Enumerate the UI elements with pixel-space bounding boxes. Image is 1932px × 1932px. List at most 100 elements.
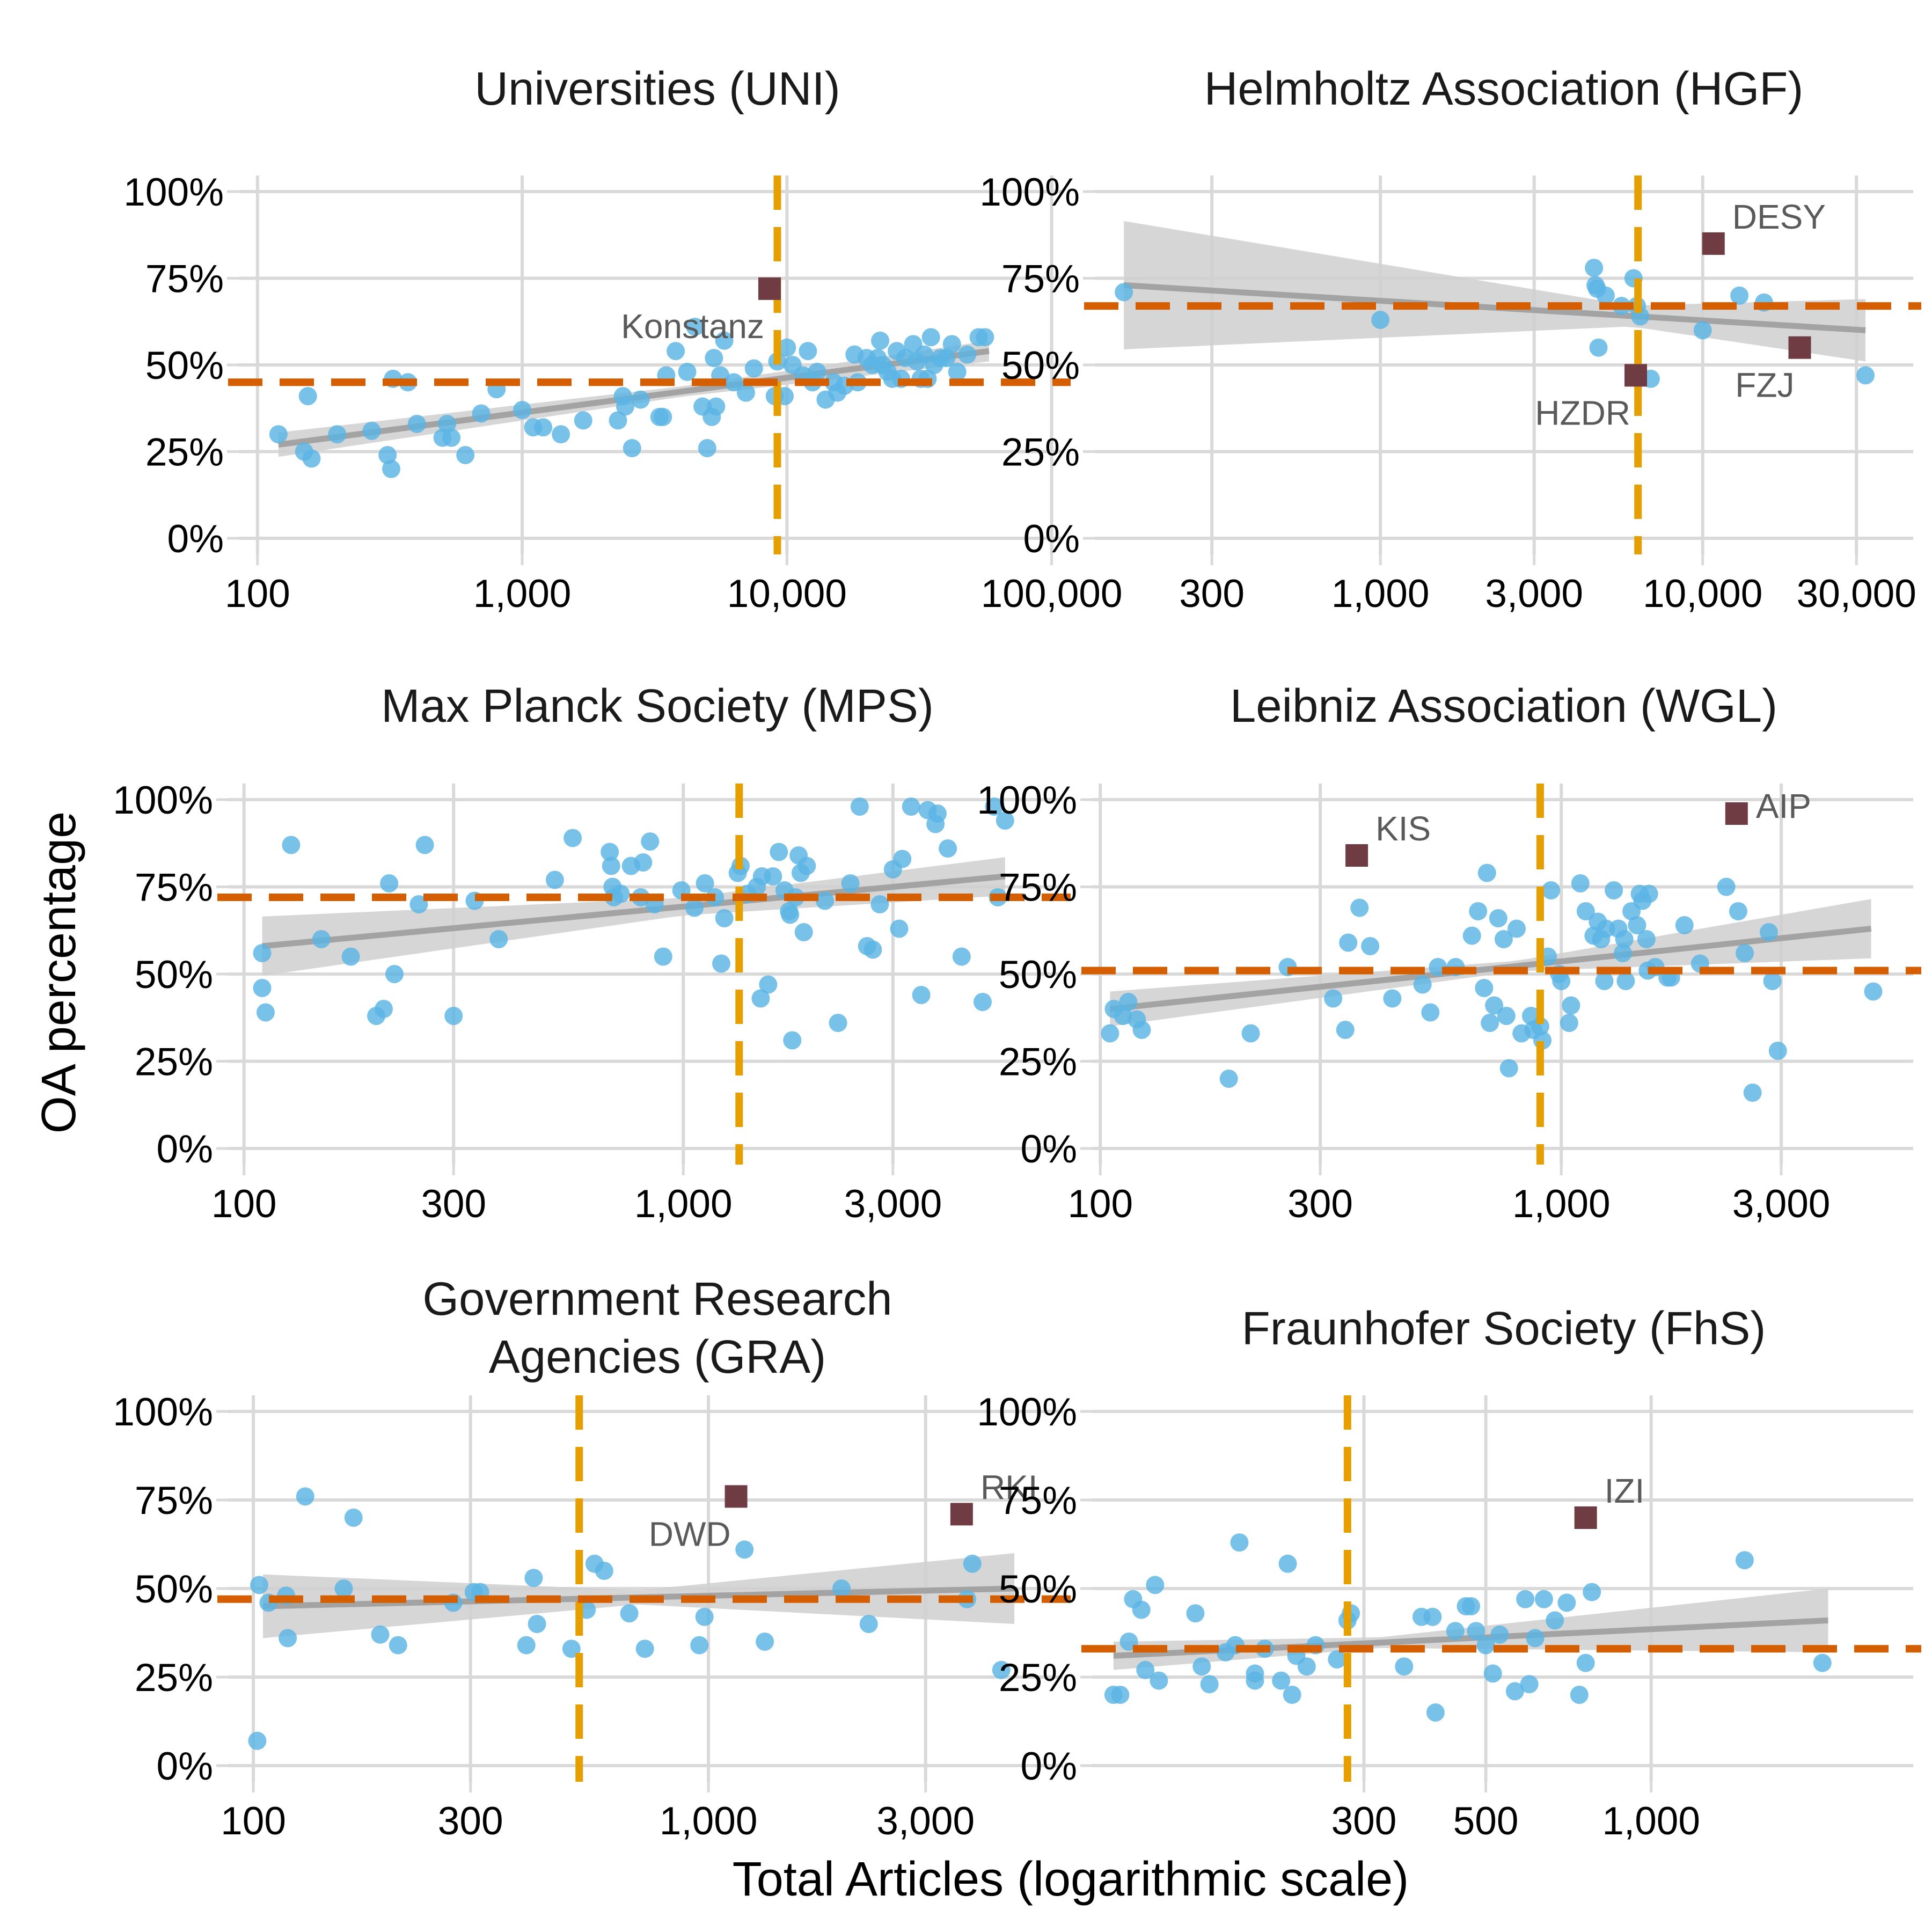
data-point xyxy=(595,1562,613,1580)
data-point xyxy=(1743,1084,1762,1102)
data-point xyxy=(735,1540,754,1559)
highlight-label: IZI xyxy=(1605,1472,1645,1510)
data-point xyxy=(1477,863,1496,882)
highlight-marker xyxy=(950,1503,973,1526)
y-tick-label: 100% xyxy=(977,1391,1077,1434)
data-point xyxy=(912,986,931,1004)
y-tick-label: 25% xyxy=(135,1656,213,1700)
data-point xyxy=(799,342,817,361)
data-point xyxy=(1328,1650,1346,1668)
data-point xyxy=(1596,286,1615,305)
data-point xyxy=(1693,321,1712,340)
data-point xyxy=(690,1636,709,1655)
y-tick-label: 50% xyxy=(999,1568,1077,1611)
data-point xyxy=(829,1014,847,1032)
data-point xyxy=(1542,881,1561,899)
data-point xyxy=(1615,930,1634,948)
y-axis-title: OA percentage xyxy=(32,811,86,1133)
data-point xyxy=(764,867,782,885)
highlight-marker xyxy=(1702,232,1725,255)
highlight-marker xyxy=(1624,364,1648,387)
data-point xyxy=(631,390,650,409)
data-point xyxy=(616,397,635,416)
y-tick-label: 25% xyxy=(1001,431,1080,474)
data-point xyxy=(641,832,660,851)
panel-title-line: Agencies (GRA) xyxy=(489,1331,826,1383)
data-point xyxy=(489,930,508,948)
y-tick-label: 75% xyxy=(135,1479,213,1523)
y-tick-label: 100% xyxy=(977,779,1077,822)
data-point xyxy=(1485,996,1504,1015)
data-point xyxy=(1546,1611,1564,1630)
data-point xyxy=(1583,1583,1601,1601)
highlight-label: RKI xyxy=(980,1468,1038,1506)
data-point xyxy=(1297,1657,1316,1676)
highlight-label: KIS xyxy=(1375,809,1431,848)
data-point xyxy=(1132,1600,1151,1619)
y-tick-label: 0% xyxy=(167,517,224,561)
data-point xyxy=(736,383,755,402)
data-point xyxy=(472,404,491,423)
data-point xyxy=(1278,1554,1297,1573)
data-point xyxy=(1119,993,1138,1011)
data-point xyxy=(958,345,977,364)
highlight-marker xyxy=(1574,1506,1597,1529)
panel-title: Government Research Agencies (GRA) xyxy=(422,1273,892,1383)
y-tick-label: 50% xyxy=(999,953,1077,997)
data-point xyxy=(1475,979,1494,997)
data-point xyxy=(344,1509,363,1527)
data-point xyxy=(1640,884,1658,903)
data-point xyxy=(298,387,317,406)
data-point xyxy=(850,797,869,816)
panel-2: Helmholtz Association (HGF) 0% 25% 50% 75% 10… xyxy=(979,63,1921,616)
data-point xyxy=(513,400,532,419)
x-tick-label: 3,000 xyxy=(1732,1182,1831,1226)
data-point xyxy=(380,874,399,892)
data-point xyxy=(928,804,947,823)
data-point xyxy=(759,975,778,994)
data-point xyxy=(1350,898,1369,917)
data-point xyxy=(524,1569,543,1587)
data-point xyxy=(996,811,1014,830)
data-point xyxy=(1446,1622,1465,1641)
y-tick-label: 0% xyxy=(156,1128,213,1171)
data-point xyxy=(328,425,347,444)
data-point xyxy=(1230,1533,1249,1552)
data-point xyxy=(952,947,971,966)
data-point xyxy=(1736,944,1754,962)
data-point xyxy=(552,425,570,444)
data-point xyxy=(1520,1675,1539,1694)
data-point xyxy=(1132,1021,1151,1039)
data-point xyxy=(371,1625,390,1644)
data-point xyxy=(712,954,730,973)
y-tick-label: 25% xyxy=(999,1656,1077,1700)
data-point xyxy=(296,1487,314,1506)
data-point xyxy=(1476,1636,1495,1655)
highlight-marker xyxy=(758,277,781,300)
data-point xyxy=(715,331,734,350)
data-point xyxy=(1489,909,1507,927)
panel-1: Universities (UNI) 0% 25% 50% 75% 100% 100 1,00… xyxy=(123,63,1122,616)
data-point xyxy=(724,373,743,392)
x-tick-label: 10,000 xyxy=(1643,572,1762,616)
data-point xyxy=(382,459,400,478)
data-point xyxy=(1490,1625,1509,1644)
data-point xyxy=(939,839,957,858)
data-point xyxy=(794,923,813,941)
data-point xyxy=(841,874,860,892)
data-point xyxy=(685,898,704,917)
data-point xyxy=(976,328,994,347)
x-tick-label: 30,000 xyxy=(1797,572,1916,616)
data-point xyxy=(620,1604,639,1623)
data-point xyxy=(797,857,816,875)
data-point xyxy=(1324,989,1343,1008)
data-point xyxy=(778,338,796,357)
data-point xyxy=(1115,283,1133,302)
highlight-marker xyxy=(1725,802,1748,825)
panel-title: Max Planck Society (MPS) xyxy=(381,680,934,732)
data-point xyxy=(534,418,553,437)
data-point xyxy=(256,1003,275,1022)
y-tick-label: 0% xyxy=(1020,1128,1077,1171)
data-point xyxy=(634,853,653,872)
data-point xyxy=(937,349,956,368)
